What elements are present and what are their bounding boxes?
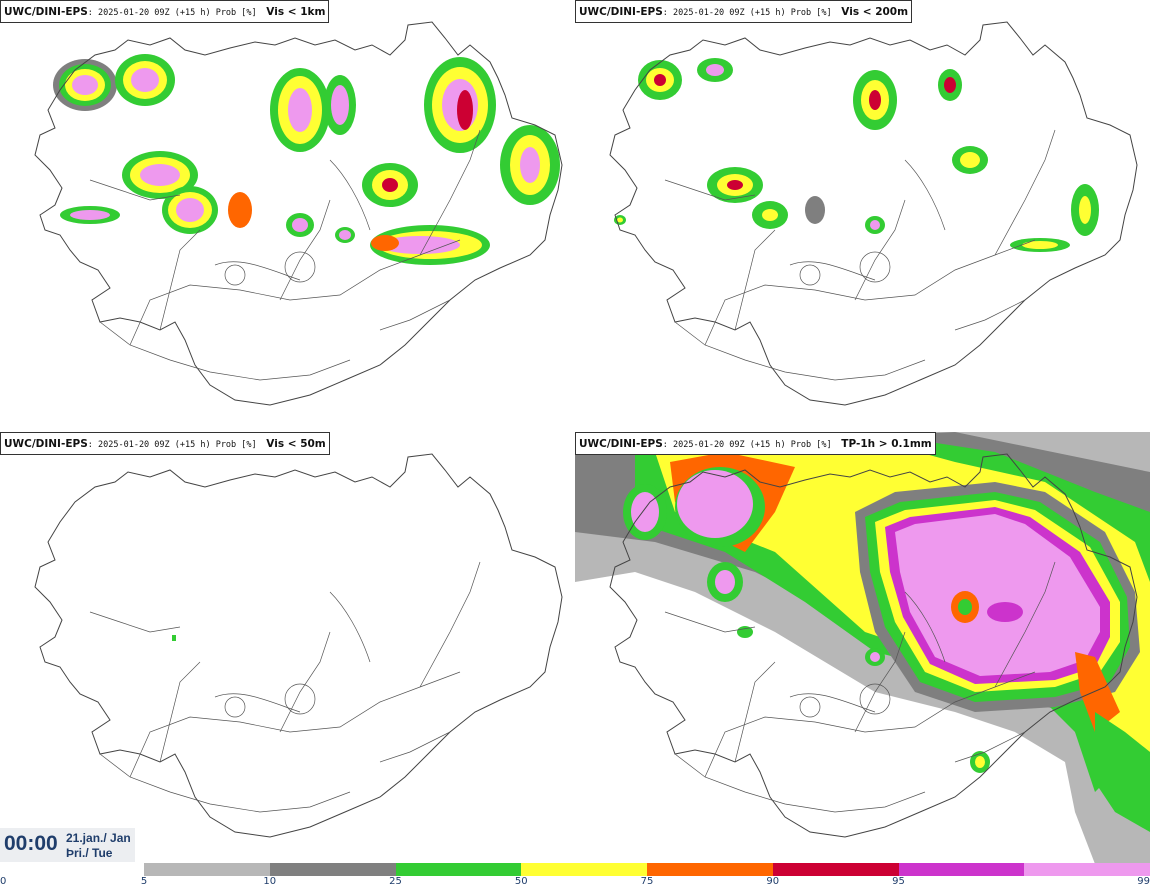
- probability-field: [614, 58, 1099, 252]
- colorbar-tick-label: 10: [263, 876, 277, 887]
- valid-weekday: Þri./ Tue: [66, 846, 113, 860]
- variable-name: Vis < 1km: [266, 6, 326, 18]
- panel-title: UWC/DINI-EPS: 2025-01-20 09Z (+15 h) Pro…: [575, 0, 913, 23]
- colorbar-segment: [395, 863, 522, 876]
- variable-name: TP-1h > 0.1mm: [841, 438, 932, 450]
- run-info: : 2025-01-20 09Z (+15 h) Prob [%]: [87, 440, 257, 450]
- colorbar-ticks: 0 5 10 25 50 75 90 95 99: [0, 876, 1150, 891]
- colorbar-segment: [772, 863, 899, 876]
- probability-colorbar: [144, 863, 1150, 876]
- colorbar-segment: [144, 863, 270, 876]
- probability-field: [172, 635, 176, 641]
- map-panel-vis-1km: UWC/DINI-EPS: 2025-01-20 09Z (+15 h) Pro…: [0, 0, 575, 432]
- iceland-map: [609, 21, 1138, 406]
- model-name: UWC/DINI-EPS: [4, 6, 88, 18]
- colorbar-tick-label: 75: [640, 876, 654, 887]
- probability-field: [575, 432, 1150, 864]
- colorbar-tick-label: 25: [389, 876, 402, 887]
- panel-title: UWC/DINI-EPS: 2025-01-20 09Z (+15 h) Pro…: [0, 432, 330, 455]
- map-panel-vis-50m: UWC/DINI-EPS: 2025-01-20 09Z (+15 h) Pro…: [0, 432, 575, 864]
- map-panel-precip: UWC/DINI-EPS: 2025-01-20 09Z (+15 h) Pro…: [575, 432, 1150, 864]
- iceland-map: [34, 453, 563, 838]
- colorbar-segment: [269, 863, 396, 876]
- panel-title: UWC/DINI-EPS: 2025-01-20 09Z (+15 h) Pro…: [575, 432, 936, 455]
- valid-date: 21.jan./ Jan: [66, 831, 131, 845]
- panel-title: UWC/DINI-EPS: 2025-01-20 09Z (+15 h) Pro…: [0, 0, 330, 23]
- valid-time-box: 00:00 21.jan./ Jan Þri./ Tue: [0, 828, 135, 862]
- colorbar-tick-label: 90: [766, 876, 780, 887]
- colorbar-segment: [898, 863, 1025, 876]
- colorbar-tick-label: 95: [892, 876, 905, 887]
- colorbar-tick-label: 0: [0, 876, 7, 887]
- variable-name: Vis < 50m: [266, 438, 326, 450]
- run-info: : 2025-01-20 09Z (+15 h) Prob [%]: [662, 440, 832, 450]
- model-name: UWC/DINI-EPS: [4, 438, 88, 450]
- colorbar-tick-label: 5: [140, 876, 148, 887]
- colorbar-segment: [1024, 863, 1150, 876]
- variable-name: Vis < 200m: [841, 6, 909, 18]
- run-info: : 2025-01-20 09Z (+15 h) Prob [%]: [87, 8, 257, 18]
- map-panel-vis-200m: UWC/DINI-EPS: 2025-01-20 09Z (+15 h) Pro…: [575, 0, 1150, 432]
- colorbar-tick-label: 50: [514, 876, 528, 887]
- iceland-map: [34, 21, 563, 406]
- valid-time: 00:00: [4, 832, 58, 855]
- model-name: UWC/DINI-EPS: [579, 6, 663, 18]
- run-info: : 2025-01-20 09Z (+15 h) Prob [%]: [662, 8, 832, 18]
- model-name: UWC/DINI-EPS: [579, 438, 663, 450]
- probability-field: [53, 54, 560, 265]
- colorbar-segment: [521, 863, 647, 876]
- iceland-map: [575, 432, 1150, 864]
- colorbar-segment: [647, 863, 773, 876]
- colorbar-tick-label: 99: [1137, 876, 1150, 887]
